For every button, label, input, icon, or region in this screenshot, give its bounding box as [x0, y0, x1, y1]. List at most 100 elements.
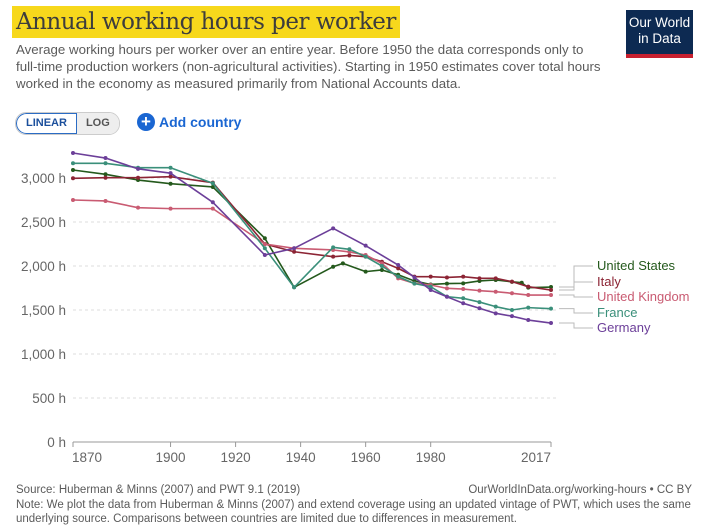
y-tick-label: 1,500 h	[21, 303, 66, 318]
data-point	[396, 263, 401, 268]
chart-subtitle: Average working hours per worker over an…	[16, 42, 601, 91]
logo-line-2: in Data	[638, 31, 681, 46]
legend-connector	[559, 265, 593, 288]
data-point	[168, 181, 173, 186]
data-point	[210, 184, 215, 189]
legend-label: United States	[597, 258, 676, 273]
x-tick-label: 1900	[156, 450, 186, 465]
data-point	[493, 289, 498, 294]
data-point	[396, 274, 401, 279]
log-scale-button[interactable]: LOG	[76, 113, 119, 134]
data-point	[136, 205, 141, 210]
data-point	[526, 318, 531, 323]
data-point	[549, 293, 553, 298]
data-point	[262, 242, 267, 246]
data-point	[262, 253, 267, 257]
data-point	[168, 171, 173, 176]
legend-label: United Kingdom	[597, 289, 690, 304]
data-point	[136, 175, 141, 180]
data-point	[428, 284, 433, 289]
legend-connector	[559, 294, 593, 298]
data-point	[526, 293, 531, 298]
data-point	[549, 285, 553, 290]
data-point	[444, 286, 449, 291]
scale-toggle[interactable]: LINEAR LOG	[15, 112, 120, 135]
data-point	[210, 200, 215, 205]
y-tick-label: 0 h	[47, 435, 66, 450]
y-tick-label: 500 h	[32, 391, 66, 406]
data-point	[412, 281, 417, 286]
data-point	[71, 151, 75, 156]
data-point	[168, 206, 173, 211]
data-point	[210, 206, 215, 211]
data-point	[363, 254, 368, 259]
data-point	[549, 321, 553, 326]
data-point	[331, 264, 336, 269]
logo-line-1: Our World	[628, 15, 691, 30]
source-url-link[interactable]: OurWorldInData.org/working-hours • CC BY	[468, 484, 692, 496]
data-point	[363, 243, 368, 248]
plus-circle-icon: +	[137, 113, 155, 131]
x-tick-label: 1980	[416, 450, 446, 465]
data-point	[331, 254, 336, 259]
data-point	[347, 247, 352, 252]
series-line-germany	[72, 152, 552, 324]
series-line-italy	[72, 175, 552, 291]
data-point	[168, 165, 173, 170]
y-tick-label: 2,000 h	[21, 259, 66, 274]
data-point	[549, 288, 553, 293]
data-point	[428, 274, 433, 279]
data-point	[493, 276, 498, 281]
data-point	[444, 294, 449, 299]
data-point	[103, 175, 108, 180]
data-point	[428, 288, 433, 293]
y-tick-label: 2,500 h	[21, 215, 66, 230]
owid-logo[interactable]: Our World in Data	[626, 10, 693, 58]
data-point	[526, 305, 531, 310]
add-country-button[interactable]: + Add country	[137, 113, 241, 131]
data-point	[461, 301, 466, 306]
data-point	[461, 281, 466, 286]
x-tick-label: 1960	[351, 450, 381, 465]
legend-connector	[559, 322, 593, 329]
source-text: Source: Huberman & Minns (2007) and PWT …	[16, 484, 301, 496]
data-point	[396, 266, 401, 271]
data-point	[461, 274, 466, 279]
data-point	[340, 261, 345, 266]
data-point	[509, 279, 514, 284]
data-point	[363, 269, 368, 274]
data-point	[71, 176, 75, 181]
data-point	[526, 284, 531, 289]
line-chart: 0 h 500 h 1,000 h 1,500 h 2,000 h 2,500 h 3,00…	[21, 151, 690, 465]
data-point	[493, 304, 498, 309]
data-point	[71, 167, 75, 172]
data-point	[461, 296, 466, 301]
legend-connector	[559, 281, 593, 291]
data-point	[331, 226, 336, 231]
data-point	[292, 246, 297, 251]
legend-label: Germany	[597, 320, 651, 335]
data-point	[509, 308, 514, 312]
data-point	[477, 306, 482, 311]
data-point	[136, 166, 141, 171]
data-point	[477, 300, 482, 305]
add-country-label: Add country	[159, 114, 242, 130]
legend-label: France	[597, 305, 637, 320]
data-point	[444, 281, 449, 286]
data-point	[262, 246, 267, 251]
data-point	[509, 291, 514, 296]
chart-title: Annual working hours per worker	[12, 6, 400, 38]
data-point	[262, 236, 267, 241]
legend-connector	[559, 308, 593, 314]
data-point	[210, 181, 215, 186]
data-point	[493, 311, 498, 316]
note-text: Note: We plot the data from Huberman & M…	[16, 498, 691, 526]
data-point	[412, 275, 417, 280]
data-point	[477, 276, 482, 281]
x-tick-label: 2017	[521, 450, 551, 465]
data-point	[331, 245, 336, 250]
series-line-france	[73, 162, 552, 311]
y-tick-label: 3,000 h	[21, 171, 66, 186]
linear-scale-button[interactable]: LINEAR	[16, 113, 77, 134]
data-point	[477, 288, 482, 293]
